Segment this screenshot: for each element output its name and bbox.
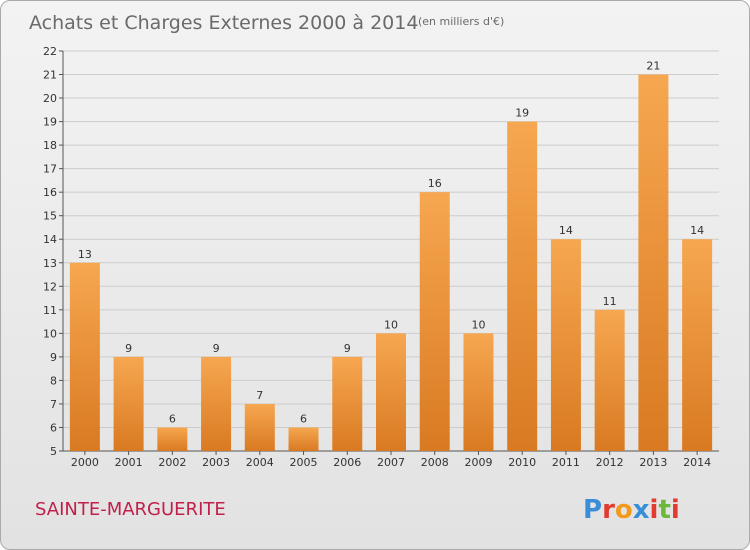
bar-2002 bbox=[157, 427, 188, 451]
data-label-2002: 6 bbox=[169, 412, 176, 425]
y-tick-labels: 5 6 7 8 9 10 11 12 13 14 15 16 17 18 19 20 21 22 bbox=[43, 45, 57, 458]
data-label-2001: 9 bbox=[125, 342, 132, 355]
bar-2012 bbox=[594, 309, 625, 451]
x-tick-label: 2007 bbox=[377, 456, 405, 469]
y-tick-label: 11 bbox=[43, 304, 57, 317]
x-tick-label: 2006 bbox=[333, 456, 361, 469]
data-label-2005: 6 bbox=[300, 412, 307, 425]
place-name: SAINTE-MARGUERITE bbox=[35, 499, 226, 520]
data-label-2004: 7 bbox=[256, 389, 263, 402]
x-tick-labels: 2000 2001 2002 2003 2004 2005 2006 2007 2008 2009… bbox=[71, 456, 711, 469]
x-tick-label: 2010 bbox=[508, 456, 536, 469]
x-tick-label: 2003 bbox=[202, 456, 230, 469]
y-tick-label: 12 bbox=[43, 280, 57, 293]
data-label-2008: 16 bbox=[428, 177, 442, 190]
bar-2014 bbox=[682, 239, 713, 451]
y-tick-label: 6 bbox=[50, 421, 57, 434]
proxiti-logo: Proxiti bbox=[583, 495, 680, 525]
x-tick-label: 2013 bbox=[639, 456, 667, 469]
data-label-2012: 11 bbox=[603, 295, 617, 308]
bar-2009 bbox=[463, 333, 494, 451]
y-tick-label: 7 bbox=[50, 398, 57, 411]
logo-letter: x bbox=[633, 495, 650, 525]
x-tick-label: 2009 bbox=[464, 456, 492, 469]
data-label-2014: 14 bbox=[690, 224, 704, 237]
bar-2010 bbox=[507, 121, 538, 452]
bar-2000 bbox=[69, 262, 100, 451]
logo-letter: t bbox=[658, 495, 670, 525]
y-tick-label: 17 bbox=[43, 163, 57, 176]
logo-letter: P bbox=[583, 495, 602, 525]
bar-2001 bbox=[113, 356, 144, 451]
bar-2005 bbox=[288, 427, 319, 451]
y-tick-label: 5 bbox=[50, 445, 57, 458]
grid-lines bbox=[63, 50, 719, 428]
chart-subtitle: (en milliers d'€) bbox=[418, 15, 504, 28]
chart-title: Achats et Charges Externes 2000 à 2014 bbox=[29, 12, 418, 34]
data-label-2006: 9 bbox=[344, 342, 351, 355]
x-tick-label: 2005 bbox=[290, 456, 318, 469]
y-tick-label: 9 bbox=[50, 351, 57, 364]
y-tick-label: 20 bbox=[43, 92, 57, 105]
logo-letter: i bbox=[671, 495, 680, 525]
logo-letter: o bbox=[615, 495, 633, 525]
logo-letter: r bbox=[602, 495, 615, 525]
logo-letter: i bbox=[650, 495, 659, 525]
bar-2003 bbox=[201, 356, 232, 451]
x-tick-label: 2011 bbox=[552, 456, 580, 469]
data-label-2013: 21 bbox=[646, 60, 660, 73]
bars bbox=[69, 74, 713, 452]
bar-2011 bbox=[550, 239, 581, 451]
y-tick-label: 14 bbox=[43, 233, 57, 246]
x-tick-label: 2012 bbox=[596, 456, 624, 469]
y-tick-label: 18 bbox=[43, 139, 57, 152]
data-label-2011: 14 bbox=[559, 224, 573, 237]
x-tick-label: 2001 bbox=[115, 456, 143, 469]
data-label-2003: 9 bbox=[213, 342, 220, 355]
bar-2013 bbox=[638, 74, 669, 451]
y-tick-label: 15 bbox=[43, 210, 57, 223]
y-tick-label: 10 bbox=[43, 327, 57, 340]
data-label-2010: 19 bbox=[515, 107, 529, 120]
x-tick-label: 2014 bbox=[683, 456, 711, 469]
bar-2004 bbox=[244, 403, 275, 451]
y-tick-label: 13 bbox=[43, 257, 57, 270]
data-label-2000: 13 bbox=[78, 248, 92, 261]
x-tick-label: 2002 bbox=[158, 456, 186, 469]
x-tick-label: 2004 bbox=[246, 456, 274, 469]
y-tick-label: 19 bbox=[43, 116, 57, 129]
bar-2006 bbox=[332, 356, 363, 451]
data-label-2009: 10 bbox=[471, 318, 485, 331]
y-tick-label: 22 bbox=[43, 45, 57, 58]
bar-2007 bbox=[376, 333, 406, 451]
data-labels: 13 9 6 9 7 6 9 10 16 10 19 14 11 21 14 bbox=[78, 60, 704, 426]
x-tick-label: 2008 bbox=[421, 456, 449, 469]
y-tick-label: 8 bbox=[50, 374, 57, 387]
bar-2008 bbox=[419, 192, 450, 452]
x-tick-label: 2000 bbox=[71, 456, 99, 469]
data-label-2007: 10 bbox=[384, 318, 398, 331]
y-tick-label: 21 bbox=[43, 69, 57, 82]
y-tick-label: 16 bbox=[43, 186, 57, 199]
